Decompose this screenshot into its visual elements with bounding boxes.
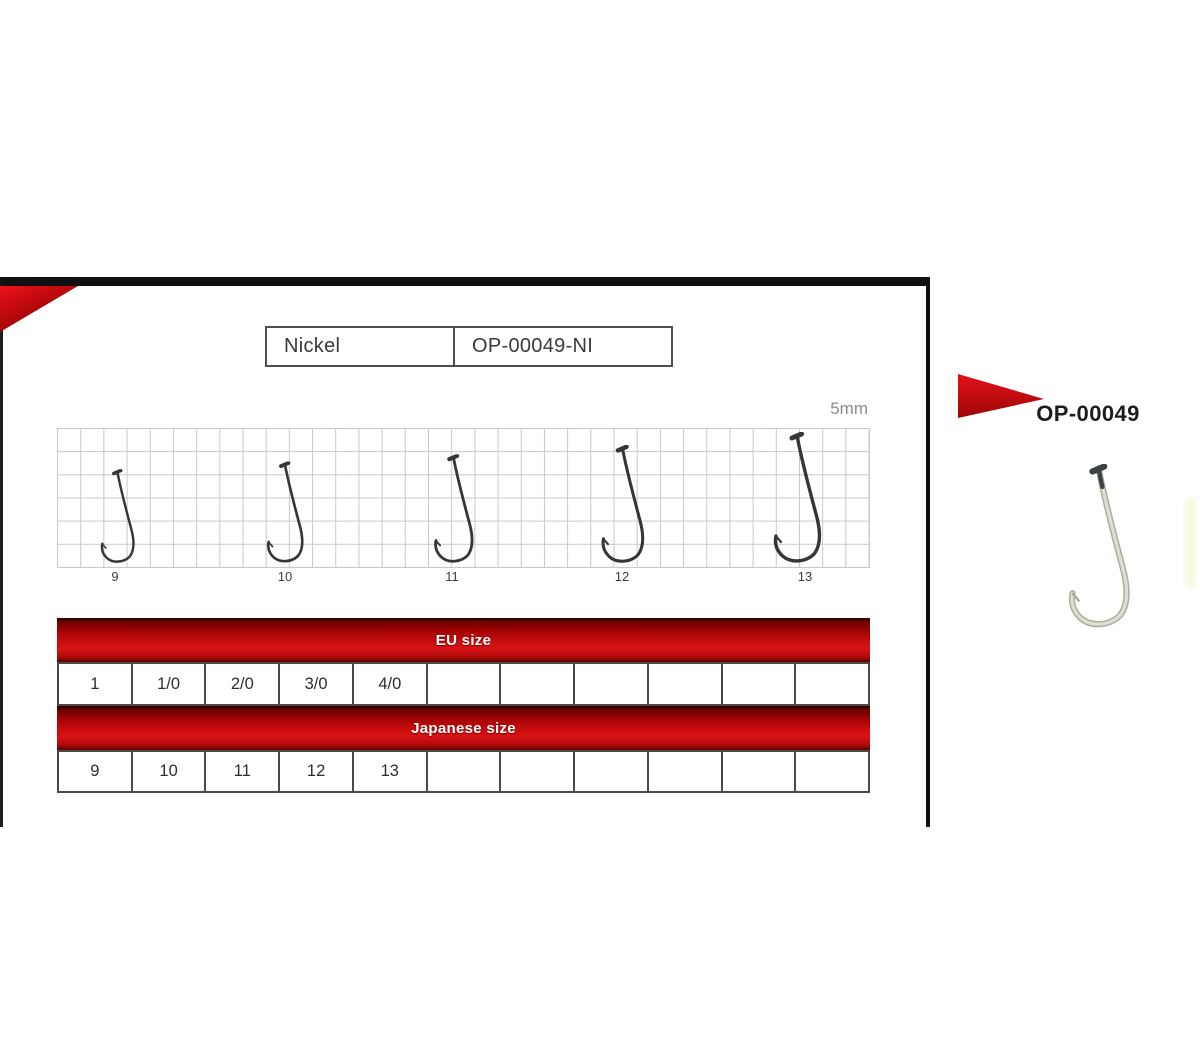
product-label-table: Nickel OP-00049-NI — [265, 326, 673, 367]
corner-accent-icon — [0, 286, 78, 332]
hook-size-label-10: 10 — [277, 569, 293, 584]
eu-size-row: 1 1/0 2/0 3/0 4/0 — [57, 662, 870, 706]
eu-size-cell — [720, 664, 795, 704]
japanese-size-cell: 9 — [90, 762, 100, 780]
panel-top-border — [0, 277, 930, 286]
model-number-label: OP-00049 — [1036, 401, 1140, 426]
scan-artifact — [1185, 497, 1195, 589]
japanese-size-cell — [794, 752, 868, 791]
eu-size-cell — [646, 664, 721, 704]
japanese-size-cell — [425, 752, 500, 791]
eu-size-cell: 3/0 — [278, 664, 352, 704]
size-table: EU size 1 1/0 2/0 3/0 4/0 Japanese size … — [57, 618, 870, 793]
japanese-size-header: Japanese size — [57, 706, 870, 750]
sku-label: OP-00049-NI — [472, 335, 594, 357]
eu-size-cell — [499, 664, 573, 704]
japanese-size-cell — [499, 752, 573, 791]
japanese-size-cell: 11 — [204, 752, 278, 791]
fishhook-icon-size-10 — [264, 461, 305, 564]
panel-left-border — [0, 284, 3, 827]
fishhook-icon-size-12 — [598, 445, 646, 564]
japanese-size-cell: 12 — [278, 752, 352, 791]
hook-size-label-12: 12 — [614, 569, 630, 584]
eu-size-cell: 1 — [90, 674, 100, 693]
flag-accent-icon — [958, 374, 1044, 418]
japanese-size-cell: 13 — [351, 752, 426, 791]
fishhook-icon-size-11 — [431, 454, 475, 564]
fishhook-icon-size-13 — [770, 432, 823, 564]
hook-size-label-9: 9 — [111, 569, 119, 584]
eu-size-cell — [573, 664, 647, 704]
eu-size-cell — [794, 664, 868, 704]
material-label: Nickel — [267, 328, 455, 365]
japanese-size-cell — [646, 752, 721, 791]
hook-size-label-11: 11 — [445, 569, 459, 584]
eu-size-cell: 1/0 — [130, 664, 205, 704]
japanese-size-cell — [573, 752, 647, 791]
nickel-fishhook-icon — [1068, 464, 1130, 628]
fishhook-icon-size-9 — [98, 469, 136, 564]
eu-size-cell: 2/0 — [204, 664, 278, 704]
eu-size-cell — [425, 664, 500, 704]
eu-size-cell: 4/0 — [351, 664, 426, 704]
eu-size-header: EU size — [57, 618, 870, 662]
panel-right-border — [926, 277, 930, 827]
hook-size-label-13: 13 — [797, 569, 813, 584]
grid-scale-label: 5mm — [830, 399, 868, 418]
japanese-size-row: 9 10 11 12 13 — [57, 750, 870, 793]
japanese-size-cell — [720, 752, 795, 791]
japanese-size-cell: 10 — [130, 752, 205, 791]
